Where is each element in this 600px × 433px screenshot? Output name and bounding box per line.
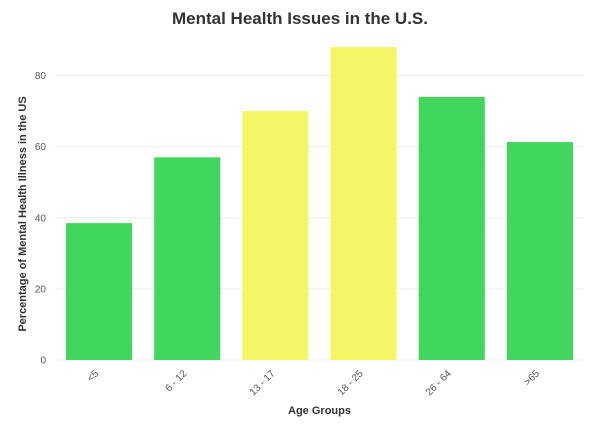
x-tick-label: 18 - 25 bbox=[336, 368, 366, 398]
gridlines bbox=[55, 75, 584, 361]
bar bbox=[418, 96, 485, 360]
bar bbox=[66, 223, 133, 360]
x-tick-label: 6 - 12 bbox=[164, 368, 190, 394]
bars bbox=[66, 47, 573, 360]
x-tick-label: 13 - 17 bbox=[248, 368, 278, 398]
y-tick-label: 60 bbox=[35, 142, 47, 153]
chart-title-group: Mental Health Issues in the U.S. bbox=[172, 9, 428, 28]
x-tick-label: >65 bbox=[522, 368, 542, 388]
y-axis-title: Percentage of Mental Health Illness in t… bbox=[17, 96, 29, 331]
x-tick-label: 26 - 64 bbox=[424, 368, 454, 398]
y-axis-ticks: 0 20 40 60 80 bbox=[35, 71, 47, 366]
bar bbox=[506, 142, 573, 360]
y-tick-label: 80 bbox=[35, 71, 47, 82]
y-tick-label: 40 bbox=[35, 213, 47, 224]
x-tick-label: <5 bbox=[85, 368, 101, 384]
x-axis-ticks: <5 6 - 12 13 - 17 18 - 25 26 - 64 >65 bbox=[85, 368, 542, 398]
x-axis-title: Age Groups bbox=[288, 405, 351, 417]
chart-title: Mental Health Issues in the U.S. bbox=[172, 9, 428, 28]
y-tick-label: 20 bbox=[35, 284, 47, 295]
y-tick-label: 0 bbox=[40, 356, 46, 367]
bar bbox=[242, 111, 309, 360]
bar bbox=[330, 47, 397, 360]
bar bbox=[154, 157, 221, 360]
